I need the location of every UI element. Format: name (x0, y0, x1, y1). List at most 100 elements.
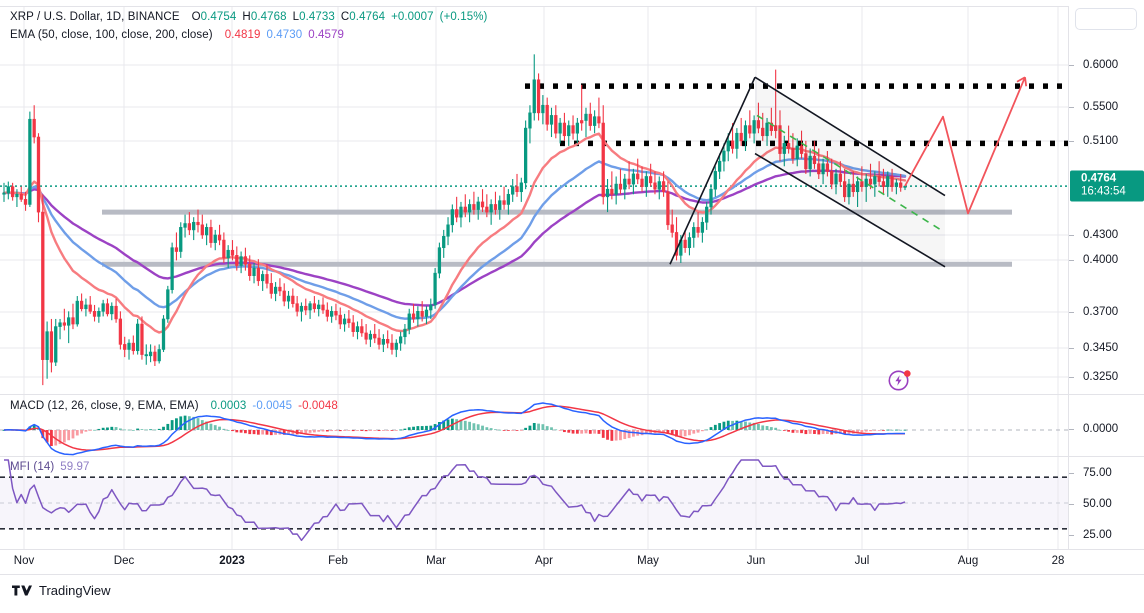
macd-hist-bar (700, 430, 704, 432)
macd-hist-bar (252, 430, 256, 435)
macd-hist-bar (619, 430, 622, 441)
price-axis-label: 0.4000 (1083, 254, 1119, 266)
price-plot-area[interactable] (0, 6, 1068, 394)
macd-hist-bar (795, 430, 799, 433)
mfi-plot-area[interactable] (0, 457, 1068, 549)
mfi-legend[interactable]: MFI (14) 59.97 (10, 460, 90, 475)
candle-body (864, 178, 868, 187)
projection-line[interactable] (904, 76, 1026, 215)
candle-body (347, 318, 351, 324)
pattern-drawings[interactable] (669, 76, 946, 268)
ema100-value: 0.4730 (266, 29, 303, 41)
candle-body (446, 224, 450, 237)
macd-line-value: -0.0045 (252, 400, 293, 412)
time-axis[interactable]: Nov Dec 2023 Feb Mar Apr May Jun Jul Aug 28 (0, 549, 1144, 575)
macd-hist-bar (114, 427, 118, 430)
axis-menu-button[interactable] (1075, 8, 1137, 30)
candle-body (769, 122, 773, 131)
macd-hist-bar (532, 422, 536, 430)
candle-body (890, 176, 894, 187)
candle-body (640, 178, 644, 187)
macd-hist-bar (485, 427, 489, 430)
macd-hist-bar (144, 429, 148, 431)
lightning-idea-icon[interactable] (887, 367, 913, 398)
candle-body (459, 206, 463, 218)
candle-body (830, 171, 834, 185)
macd-hist-bar (88, 430, 92, 431)
mfi-title[interactable]: MFI (14) (10, 461, 55, 473)
candle-body (170, 247, 174, 290)
macd-hist-bar (869, 430, 872, 432)
ohlc-low-label: L (292, 11, 300, 23)
candle-body (480, 201, 485, 208)
price-pane[interactable] (0, 6, 1144, 394)
macd-title[interactable]: MACD (12, 26, close, 9, EMA, EMA) (10, 400, 199, 412)
macd-hist-bar (813, 430, 816, 434)
macd-hist-bar (416, 426, 420, 430)
candle-body (786, 143, 791, 149)
candle-body (84, 304, 88, 310)
candle-body (532, 79, 536, 114)
channel-lower-trendline[interactable] (754, 152, 946, 268)
candle-body (847, 183, 851, 198)
macd-hist-bar (364, 430, 368, 432)
candle-body (592, 116, 597, 126)
macd-hist-bar (394, 430, 398, 431)
candle-body (15, 193, 19, 198)
macd-hist-bar (308, 430, 312, 433)
symbol-title[interactable]: XRP / U.S. Dollar, 1D, BINANCE (10, 11, 180, 23)
macd-hist-bar (205, 421, 209, 430)
mfi-axis-label-tick (1069, 473, 1074, 474)
candle-body (523, 127, 528, 184)
macd-hist-bar (761, 425, 765, 430)
ema-title[interactable]: EMA (50, close, 100, close, 200, close) (10, 29, 213, 41)
projection-path[interactable] (904, 76, 1028, 215)
candle-body (329, 311, 334, 317)
price-legend[interactable]: XRP / U.S. Dollar, 1D, BINANCE O0.4754 H0.… (10, 10, 487, 25)
candle-body (351, 322, 355, 332)
candle-body (118, 318, 123, 345)
macd-hist-bar (123, 429, 127, 431)
candle-body (75, 300, 79, 325)
mfi-pane[interactable] (0, 456, 1144, 549)
macd-hist-bar (519, 430, 523, 431)
price-axis-tick (1069, 141, 1074, 142)
candle-body (726, 140, 730, 152)
candle-body (584, 113, 588, 121)
candle-body (101, 303, 105, 312)
ohlc-open-value: 0.4754 (200, 11, 237, 23)
price-axis[interactable]: 0.6000 0.5500 0.5100 0.4300 0.4000 0.3700 0.34… (1068, 6, 1144, 549)
macd-hist-bar (632, 430, 635, 437)
price-axis-label: 0.5500 (1083, 101, 1119, 113)
price-axis-label: 0.3250 (1083, 371, 1119, 383)
candle-body (713, 171, 717, 190)
tradingview-logo[interactable]: TradingView (12, 583, 111, 598)
channel-fill (755, 77, 945, 267)
ema-legend[interactable]: EMA (50, close, 100, close, 200, close) 0… (10, 28, 344, 43)
macd-plot-area[interactable] (0, 395, 1068, 456)
candle-body (230, 249, 235, 256)
candle-body (148, 351, 153, 357)
macd-hist-bar (511, 430, 515, 431)
channel-midline[interactable] (756, 114, 944, 232)
candle-body (765, 122, 769, 137)
mfi-gridlines (0, 457, 1068, 549)
candle-body (334, 311, 338, 316)
macd-hist-bar (778, 429, 782, 431)
price-axis-label: 0.5100 (1083, 135, 1119, 147)
price-axis-tick (1069, 235, 1074, 236)
current-price-badge[interactable]: 0.4764 16:43:54 (1070, 170, 1144, 202)
macd-hist-bar (369, 430, 372, 431)
macd-hist-bar (597, 430, 601, 434)
channel-upper-trendline[interactable] (754, 76, 946, 197)
macd-hist-bar (429, 425, 433, 430)
rising-trendline[interactable] (669, 76, 756, 265)
macd-pane[interactable] (0, 394, 1144, 456)
macd-hist-bar (821, 430, 825, 435)
macd-hist-bar (235, 430, 239, 433)
macd-legend[interactable]: MACD (12, 26, close, 9, EMA, EMA) 0.0003-… (10, 399, 338, 414)
candle-body (54, 326, 58, 363)
macd-hist-bar (537, 423, 540, 430)
macd-hist-bar (192, 416, 196, 430)
candlestick-series[interactable] (2, 54, 907, 386)
